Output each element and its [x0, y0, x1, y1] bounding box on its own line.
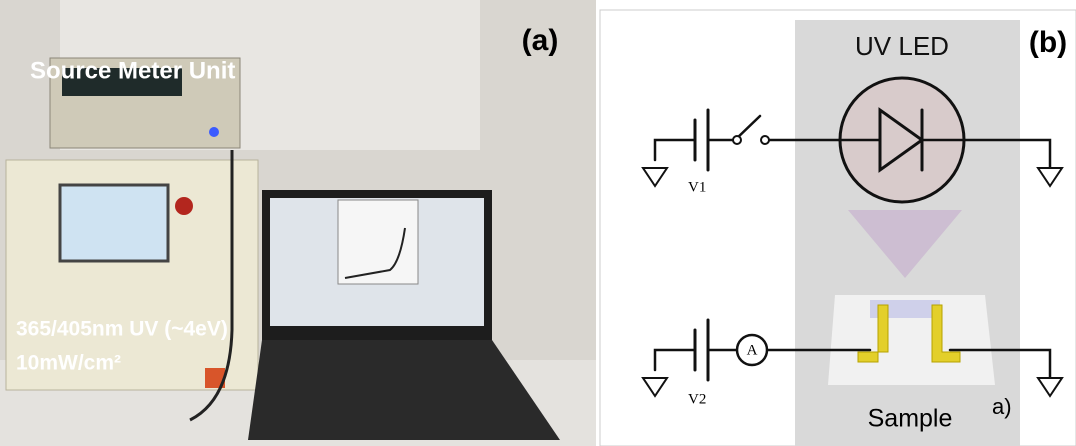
panel-label: (a): [522, 24, 559, 57]
figure: Source Meter Unit (a) 365/405nm UV (~4eV…: [0, 0, 1076, 446]
sub-label: a): [992, 394, 1012, 419]
source-label: 365/405nm UV (~4eV): [16, 318, 228, 341]
sample-label: Sample: [868, 405, 953, 433]
instrument-label: Source Meter Unit: [30, 57, 235, 84]
switch-contact: [733, 136, 741, 144]
v1-label: V1: [688, 179, 706, 195]
led-label: UV LED: [855, 31, 949, 61]
v2-label: V2: [688, 391, 706, 407]
panel-b: A UV LED (b) V1 V2 Sample a): [600, 10, 1076, 446]
uv-box-button: [175, 197, 193, 215]
panel-label: (b): [1029, 26, 1067, 59]
ammeter-label: A: [747, 342, 758, 358]
meter-led: [209, 127, 219, 137]
uv-box-screen: [60, 185, 168, 261]
panel-a: Source Meter Unit (a) 365/405nm UV (~4eV…: [0, 0, 596, 446]
source-label: 10mW/cm²: [16, 352, 121, 375]
switch-contact: [761, 136, 769, 144]
